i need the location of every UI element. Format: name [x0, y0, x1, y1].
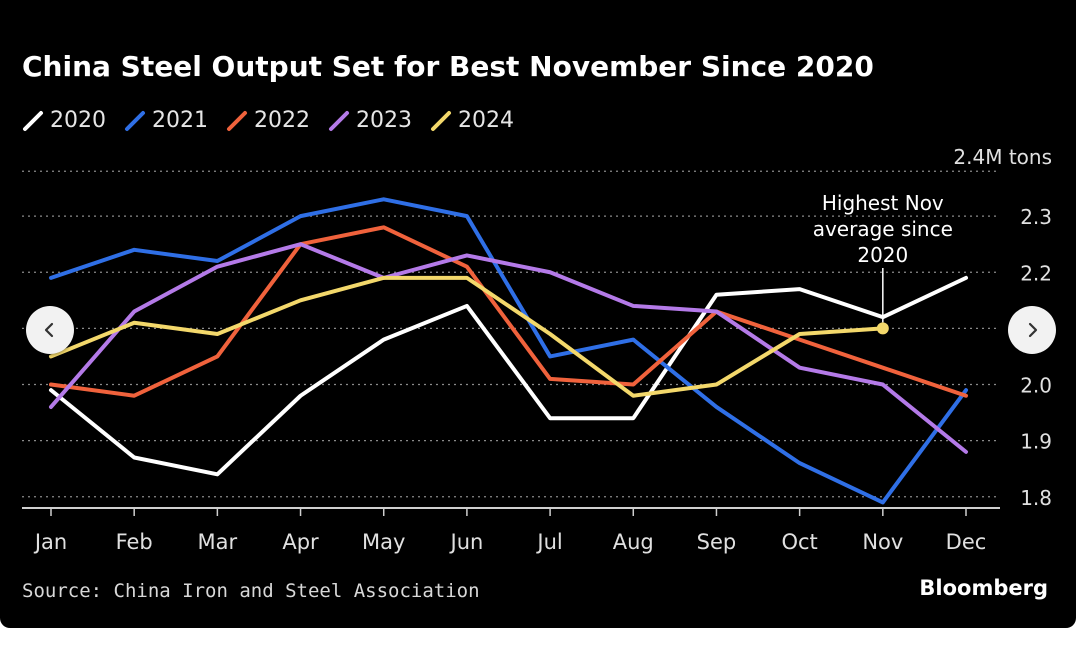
- x-tick-label: May: [362, 530, 405, 554]
- y-tick-label: 2.0: [1020, 374, 1052, 398]
- legend-item-2022: 2022: [226, 108, 310, 133]
- x-tick-label: Mar: [198, 530, 238, 554]
- y-tick-label: 1.8: [1020, 486, 1052, 510]
- legend-label-2022: 2022: [254, 108, 310, 133]
- annotation-text: 2020: [857, 243, 908, 267]
- legend-item-2021: 2021: [124, 108, 208, 133]
- series-line-2022: [49, 225, 968, 398]
- legend-swatch-2021: [125, 110, 145, 131]
- legend-swatch-2024: [431, 110, 451, 131]
- y-unit-label: 2.4M tons: [953, 145, 1052, 169]
- legend-label-2023: 2023: [356, 108, 412, 133]
- bloomberg-logo: Bloomberg: [919, 576, 1048, 600]
- legend-label-2021: 2021: [152, 108, 208, 133]
- x-tick-label: Nov: [862, 530, 903, 554]
- x-tick-label: Feb: [116, 530, 153, 554]
- legend-swatch-2020: [23, 110, 43, 131]
- legend-item-2020: 2020: [22, 108, 106, 133]
- series-line-2020: [49, 275, 968, 477]
- series-line-2024: [49, 275, 885, 398]
- series-line-2023: [49, 242, 968, 454]
- source-note: Source: China Iron and Steel Association: [22, 580, 480, 602]
- legend-swatch-2023: [329, 110, 349, 131]
- legend-item-2023: 2023: [328, 108, 412, 133]
- x-tick-label: Aug: [613, 530, 654, 554]
- x-tick-label: Dec: [946, 530, 987, 554]
- x-tick-label: Jun: [449, 530, 484, 554]
- annotation-text: average since: [813, 217, 953, 241]
- annotation-point: [876, 322, 889, 335]
- legend: 2020 2021 2022 2023 2024: [22, 108, 532, 133]
- legend-label-2020: 2020: [50, 108, 106, 133]
- x-tick-label: Jul: [535, 530, 562, 554]
- line-chart: 1.8 1.9 2.0 2.2 2.3 2.4M tons Jan Feb Mar Apr May J…: [22, 145, 1052, 554]
- series-line-2021: [49, 197, 968, 505]
- chart-title: China Steel Output Set for Best November…: [22, 50, 874, 83]
- legend-label-2024: 2024: [458, 108, 514, 133]
- next-chart-button[interactable]: [1008, 306, 1056, 354]
- x-tick-label: Sep: [697, 530, 737, 554]
- x-tick-label: Apr: [282, 530, 319, 554]
- x-tick-label: Jan: [33, 530, 67, 554]
- legend-swatch-2022: [227, 110, 247, 131]
- y-tick-label: 1.9: [1020, 430, 1052, 454]
- legend-item-2024: 2024: [430, 108, 514, 133]
- x-tick-label: Oct: [781, 530, 817, 554]
- previous-chart-button[interactable]: [26, 306, 74, 354]
- y-tick-label: 2.2: [1020, 261, 1052, 285]
- chart-card: China Steel Output Set for Best November…: [0, 0, 1076, 628]
- annotation-text: Highest Nov: [822, 191, 944, 215]
- y-tick-label: 2.3: [1020, 205, 1052, 229]
- chevron-right-icon: [1028, 322, 1038, 338]
- chevron-left-icon: [44, 322, 54, 338]
